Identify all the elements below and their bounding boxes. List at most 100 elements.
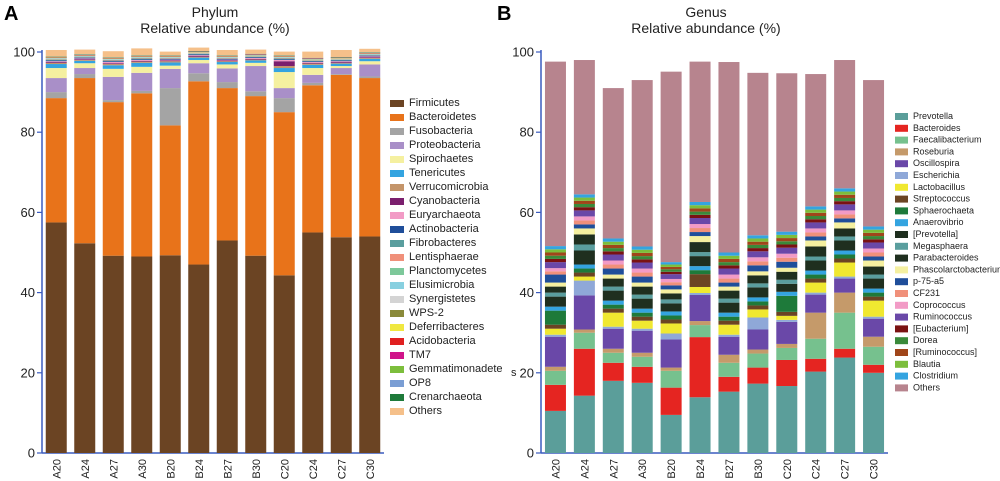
bar-segment (631, 352, 653, 357)
bar-segment (45, 222, 67, 453)
bar-segment (131, 60, 153, 61)
bar-segment (45, 60, 67, 62)
bar-segment (747, 261, 769, 266)
legend-label: TM7 (409, 349, 431, 361)
bar-segment (544, 271, 566, 275)
bar-segment (302, 74, 324, 83)
phylum-chart: 0 20 40 60 80 100 A20 A24 A27 A30 B20 B24 B27 B30 C20 C… (13, 45, 517, 480)
bar-segment (573, 332, 595, 349)
bar-segment (602, 308, 624, 313)
bar-segment (718, 265, 740, 269)
bar-segment (273, 112, 295, 276)
bar-segment (718, 282, 740, 287)
bar-segment (631, 366, 653, 383)
bar-segment (544, 268, 566, 272)
bar-segment (544, 366, 566, 371)
bar-segment (631, 252, 653, 257)
legend-label: OP8 (409, 377, 431, 389)
x-tick-label: C30 (365, 459, 377, 479)
bar-segment (544, 286, 566, 293)
bar-segment (216, 68, 238, 83)
stacked-bar-C30 (863, 80, 885, 453)
x-tick-label: A30 (137, 459, 149, 479)
bar-segment (544, 334, 566, 337)
bar-segment (718, 62, 740, 253)
bar-segment (660, 299, 682, 304)
legend-swatch (390, 212, 404, 219)
bar-segment (302, 232, 324, 453)
bar-segment (805, 371, 827, 453)
bar-segment (805, 270, 827, 275)
bar-segment (660, 293, 682, 300)
bar-segment (131, 61, 153, 63)
bar-segment (631, 286, 653, 295)
stacked-bar-B27 (216, 49, 238, 453)
bar-segment (747, 265, 769, 272)
bar-segment (834, 191, 856, 195)
bar-segment (863, 252, 885, 257)
bar-segment (718, 262, 740, 266)
bar-segment (834, 236, 856, 241)
bar-segment (544, 255, 566, 259)
bar-segment (573, 228, 595, 235)
legend-label: Clostridium (913, 371, 958, 381)
bar-segment (45, 64, 67, 69)
legend-swatch (895, 372, 908, 380)
legend-label: Escherichia (913, 170, 960, 180)
bar-segment (805, 256, 827, 261)
bar-segment (689, 61, 711, 202)
bar-segment (159, 88, 181, 126)
bar-segment (718, 324, 740, 335)
bar-segment (216, 64, 238, 69)
legend-label: Fusobacteria (409, 125, 473, 137)
stacked-bar-B30 (245, 49, 267, 453)
bar-segment (805, 294, 827, 313)
bar-segment (747, 275, 769, 284)
bar-segment (602, 88, 624, 239)
legend-swatch (895, 278, 908, 286)
bar-segment (776, 253, 798, 258)
bar-segment (718, 286, 740, 291)
bar-segment (863, 256, 885, 261)
bar-segment (544, 252, 566, 256)
bar-segment (74, 58, 96, 60)
bar-segment (131, 93, 153, 257)
legend-swatch (390, 170, 404, 177)
bar-segment (188, 264, 210, 453)
bar-segment (573, 197, 595, 201)
bar-segment (74, 60, 96, 61)
stacked-bar-C20 (776, 73, 798, 453)
bar-segment (689, 397, 711, 453)
bar-segment (631, 298, 653, 309)
stacked-bar-C24 (805, 74, 827, 453)
bar-segment (273, 88, 295, 99)
x-tick-label: A27 (108, 459, 120, 479)
bar-segment (131, 60, 153, 62)
bar-segment (776, 244, 798, 248)
bar-segment (102, 62, 124, 64)
legend-swatch (390, 296, 404, 303)
bar-segment (102, 51, 124, 58)
legend-swatch (895, 325, 908, 333)
legend-swatch (390, 142, 404, 149)
bar-segment (747, 329, 769, 350)
bar-segment (718, 320, 740, 325)
legend-label: Others (913, 382, 941, 392)
bar-segment (776, 231, 798, 235)
bar-segment (834, 240, 856, 251)
legend-swatch (895, 148, 908, 156)
bar-segment (660, 71, 682, 263)
bar-segment (602, 274, 624, 279)
legend-swatch (895, 313, 908, 321)
bar-segment (689, 224, 711, 229)
bar-segment (216, 58, 238, 60)
y-tick-label: 20 (21, 365, 35, 380)
bar-segment (102, 65, 124, 69)
bar-segment (689, 211, 711, 215)
x-tick-label: B20 (165, 459, 177, 479)
bar-segment (188, 56, 210, 57)
bar-segment (718, 336, 740, 355)
bar-segment (834, 218, 856, 223)
legend-swatch (390, 338, 404, 345)
y-tick-label: 100 (13, 45, 35, 60)
